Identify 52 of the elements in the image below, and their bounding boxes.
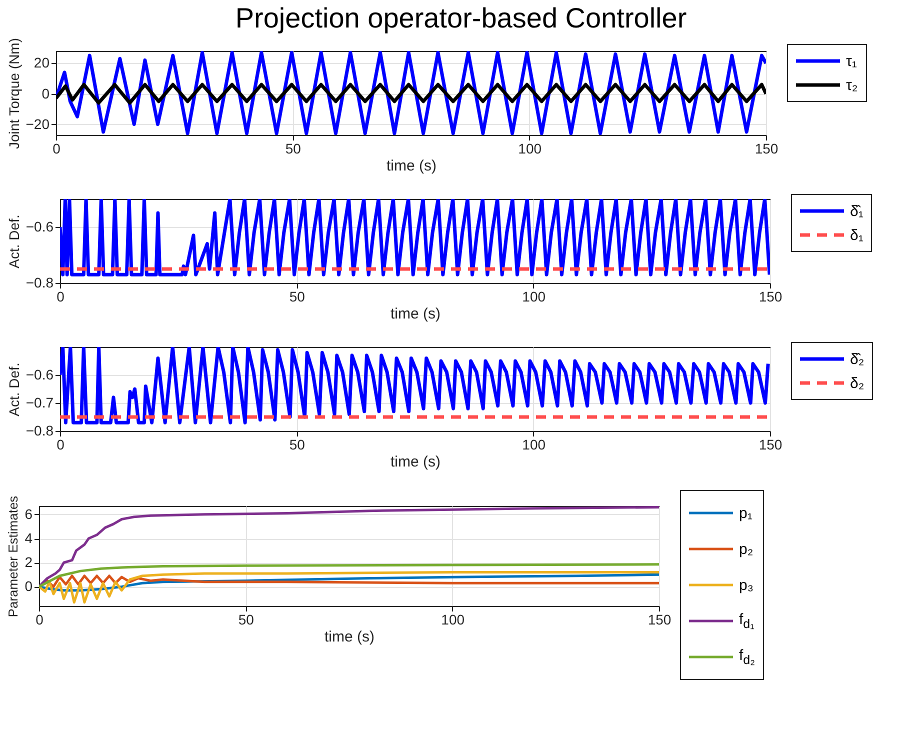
y-tick-label: −0.8 xyxy=(26,422,54,438)
y-tick-label: −0.6 xyxy=(26,366,54,382)
x-tick-label: 50 xyxy=(238,612,254,628)
y-tick-label: −20 xyxy=(26,116,50,132)
x-tick-label: 150 xyxy=(754,140,778,156)
y-tick-label: 0 xyxy=(42,85,50,102)
y-tick-label: 20 xyxy=(34,54,50,71)
line-series xyxy=(39,563,659,588)
x-tick-label: 50 xyxy=(285,140,302,156)
legend-label: τ₂ xyxy=(846,76,858,94)
y-tick-label: −0.7 xyxy=(26,394,54,410)
x-tick-label: 100 xyxy=(522,436,546,452)
y-tick-label: 6 xyxy=(24,506,33,522)
x-axis-title: time (s) xyxy=(390,454,440,470)
legend-label: f$_{d₁}$ xyxy=(739,611,754,631)
y-axis-title: Act. Def. xyxy=(6,362,22,416)
x-tick-label: 100 xyxy=(518,140,542,156)
legend-label: δ̂₂ xyxy=(850,350,864,368)
x-tick-label: 100 xyxy=(441,612,465,628)
legend-label: f$_{d₂}$ xyxy=(739,647,755,667)
x-tick-label: 100 xyxy=(522,288,546,304)
x-tick-label: 0 xyxy=(56,436,65,452)
x-tick-label: 150 xyxy=(758,436,782,452)
y-axis-title: Act. Def. xyxy=(6,214,22,268)
legend-label: p₁ xyxy=(739,504,752,522)
line-series xyxy=(60,199,770,276)
legend-label: p₃ xyxy=(739,576,754,594)
y-tick-label: −0.6 xyxy=(26,218,54,234)
y-tick-label: 2 xyxy=(24,554,33,570)
y-axis-title: Parameter Estimates xyxy=(6,495,21,618)
y-tick-label: 0 xyxy=(24,578,33,594)
legend-label: δ₂ xyxy=(850,374,864,392)
y-tick-label: 4 xyxy=(24,530,33,546)
legend-label: τ₁ xyxy=(846,52,857,70)
legend-label: δ̂₁ xyxy=(850,202,864,220)
x-axis-title: time (s) xyxy=(386,158,436,174)
y-tick-label: −0.8 xyxy=(26,274,54,290)
chart-title: Projection operator-based Controller xyxy=(235,2,687,34)
x-axis-title: time (s) xyxy=(324,628,374,646)
y-axis-title: Joint Torque (Nm) xyxy=(6,38,22,150)
legend-label: δ₁ xyxy=(850,226,864,244)
line-series xyxy=(60,347,770,424)
x-tick-label: 50 xyxy=(289,436,306,452)
x-tick-label: 0 xyxy=(56,288,65,304)
x-tick-label: 150 xyxy=(758,288,782,304)
legend-label: p₂ xyxy=(739,540,754,558)
line-series xyxy=(39,506,659,588)
line-series xyxy=(56,82,766,105)
x-tick-label: 150 xyxy=(648,612,672,628)
x-tick-label: 50 xyxy=(289,288,306,304)
line-series xyxy=(39,571,659,604)
x-axis-title: time (s) xyxy=(390,306,440,322)
